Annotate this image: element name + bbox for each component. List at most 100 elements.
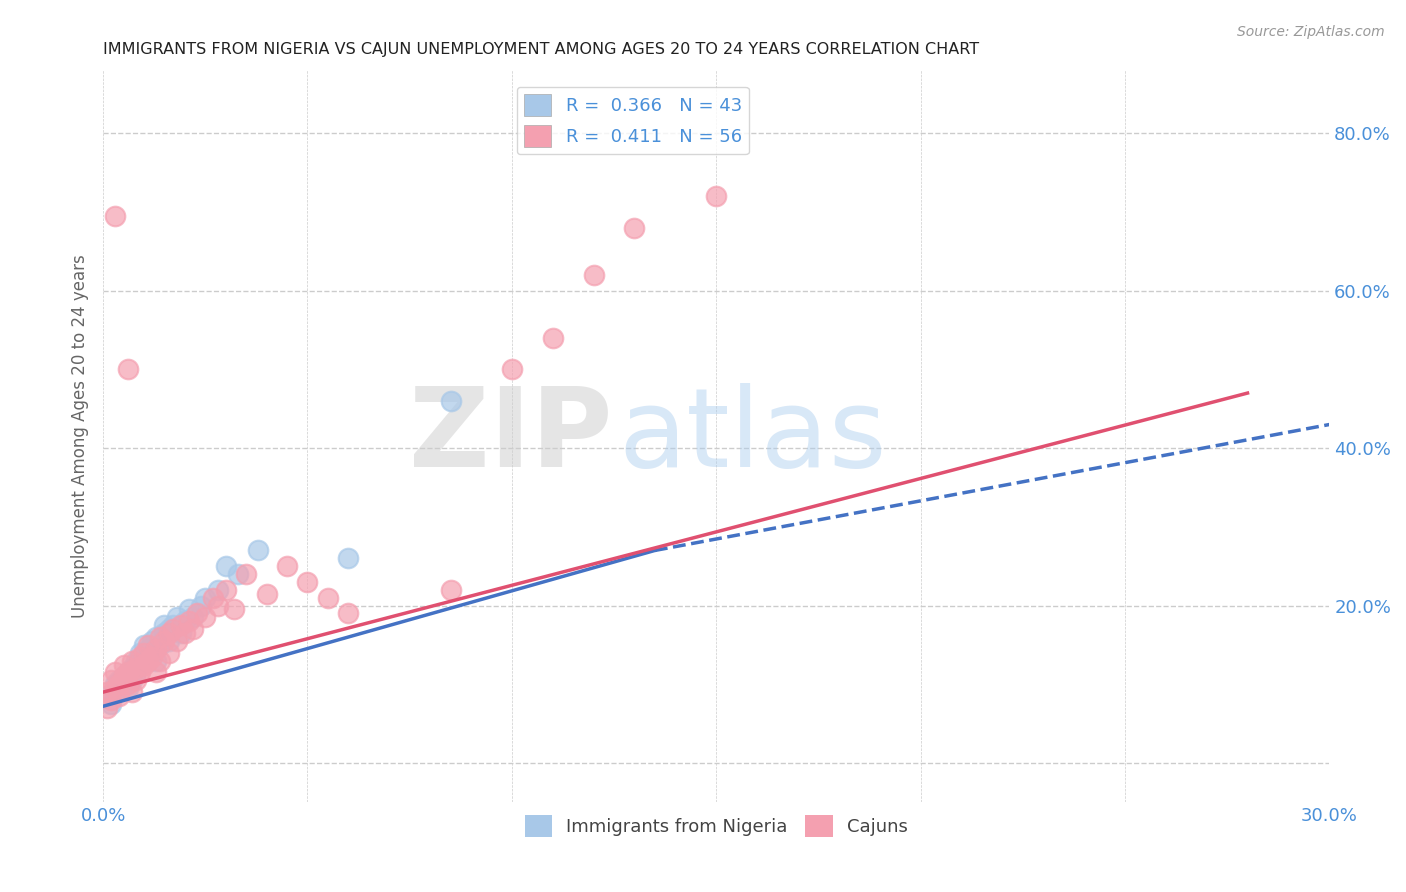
Point [202,591,225,605]
Point [100,697,122,711]
Point [439,393,461,408]
Point [177,614,200,628]
Point [162,618,184,632]
Point [222,602,245,616]
Point [104,685,127,699]
Text: ZIP: ZIP [409,383,612,490]
Point [276,559,298,574]
Point [104,681,127,695]
Point [704,189,727,203]
Point [439,582,461,597]
Point [112,657,135,672]
Y-axis label: Unemployment Among Ages 20 to 24 years: Unemployment Among Ages 20 to 24 years [72,254,89,618]
Point [125,673,148,688]
Point [96,689,118,703]
Point [132,657,155,672]
Point [112,677,135,691]
Point [129,646,152,660]
Point [337,551,360,566]
Point [104,209,127,223]
Point [623,220,645,235]
Point [112,669,135,683]
Point [145,630,167,644]
Point [194,610,217,624]
Point [125,665,148,680]
Point [136,638,159,652]
Text: IMMIGRANTS FROM NIGERIA VS CAJUN UNEMPLOYMENT AMONG AGES 20 TO 24 YEARS CORRELAT: IMMIGRANTS FROM NIGERIA VS CAJUN UNEMPLO… [103,42,979,57]
Text: atlas: atlas [619,383,887,490]
Point [207,599,229,613]
Point [132,646,155,660]
Point [108,677,131,691]
Point [117,681,139,695]
Point [136,654,159,668]
Point [145,665,167,680]
Point [108,681,131,695]
Point [501,362,523,376]
Point [582,268,605,282]
Point [153,618,176,632]
Point [190,599,212,613]
Point [145,654,167,668]
Point [297,574,319,589]
Point [100,693,122,707]
Point [125,654,148,668]
Point [215,582,238,597]
Point [125,661,148,675]
Point [181,622,204,636]
Point [104,677,127,691]
Point [149,638,172,652]
Point [166,610,188,624]
Point [207,582,229,597]
Point [170,626,193,640]
Point [157,622,180,636]
Point [157,646,180,660]
Point [141,646,163,660]
Point [235,567,257,582]
Point [256,587,278,601]
Point [112,669,135,683]
Point [177,602,200,616]
Point [136,654,159,668]
Point [173,626,195,640]
Point [108,673,131,688]
Point [121,673,143,688]
Point [316,591,339,605]
Point [96,701,118,715]
Point [186,607,208,621]
Point [117,677,139,691]
Point [132,638,155,652]
Point [117,665,139,680]
Point [121,661,143,675]
Point [132,649,155,664]
Point [170,618,193,632]
Point [104,665,127,680]
Point [129,665,152,680]
Point [157,634,180,648]
Point [157,626,180,640]
Point [129,657,152,672]
Point [117,362,139,376]
Point [129,649,152,664]
Point [136,641,159,656]
Point [108,689,131,703]
Point [149,654,172,668]
Point [153,626,176,640]
Point [141,634,163,648]
Point [194,591,217,605]
Point [215,559,238,574]
Point [247,543,270,558]
Point [181,610,204,624]
Point [141,649,163,664]
Point [121,654,143,668]
Point [162,622,184,636]
Point [153,634,176,648]
Point [121,685,143,699]
Point [337,607,360,621]
Point [541,331,564,345]
Legend: Immigrants from Nigeria, Cajuns: Immigrants from Nigeria, Cajuns [517,808,915,845]
Point [173,614,195,628]
Point [145,641,167,656]
Point [117,665,139,680]
Point [226,567,249,582]
